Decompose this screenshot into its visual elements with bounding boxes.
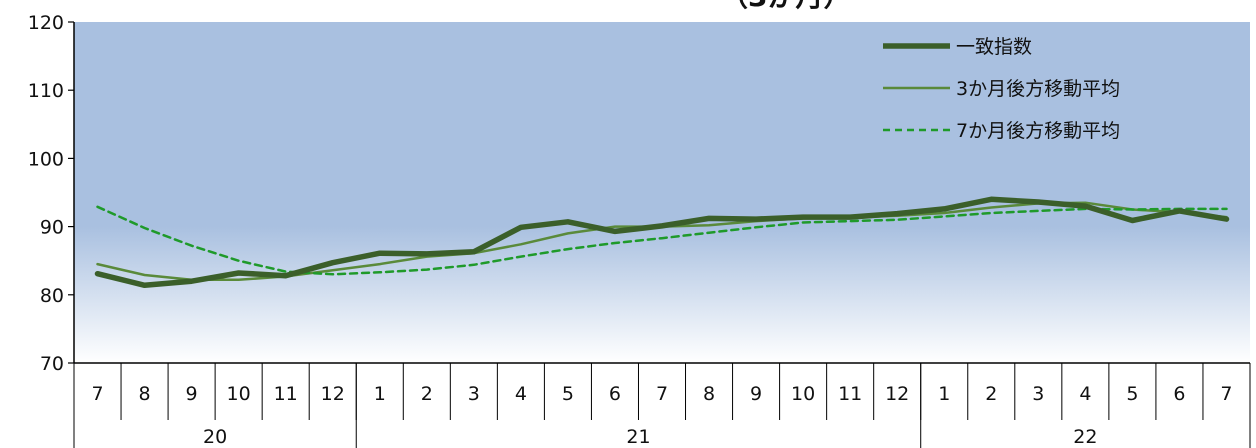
- x-tick-label: 5: [1126, 383, 1138, 405]
- legend: 一致指数 3か月後方移動平均 7か月後方移動平均: [883, 36, 1120, 142]
- x-tick-label: 10: [791, 383, 815, 405]
- series-line-3: [96, 205, 1228, 276]
- y-tick-label: 70: [40, 353, 64, 375]
- x-axis: 7 8 9 10 11 12 1 2 3 4 5 6 7 8 9 10 11 12 1 2 3 4 5 6 720 21 22: [73, 362, 1251, 448]
- y-tick-label: 90: [40, 217, 64, 239]
- x-tick-label: 12: [885, 383, 909, 405]
- year-label: 22: [1073, 426, 1097, 448]
- year-label: 20: [203, 426, 227, 448]
- x-tick-label: 4: [515, 383, 527, 405]
- series-line-1: [94, 196, 1230, 289]
- y-tick-label: 120: [28, 12, 64, 34]
- x-tick-label: 4: [1079, 383, 1091, 405]
- x-tick-label: 8: [139, 383, 151, 405]
- y-tick-label: 80: [40, 285, 64, 307]
- x-tick-label: 9: [186, 383, 198, 405]
- x-tick-label: 10: [227, 383, 251, 405]
- legend-label: 3か月後方移動平均: [956, 78, 1120, 100]
- x-tick-label: 11: [838, 383, 862, 405]
- legend-label: 一致指数: [956, 36, 1032, 58]
- x-tick-label: 1: [374, 383, 386, 405]
- y-axis: 70 80 90 100 110 120: [28, 12, 75, 375]
- x-tick-label: 8: [703, 383, 715, 405]
- x-tick-label: 5: [562, 383, 574, 405]
- plot-area: [74, 22, 1250, 363]
- year-label: 21: [626, 426, 650, 448]
- x-tick-label: 2: [985, 383, 997, 405]
- x-tick-label: 1: [938, 383, 950, 405]
- y-tick-label: 100: [28, 148, 64, 170]
- x-tick-label: 3: [468, 383, 480, 405]
- x-tick-label: 6: [609, 383, 621, 405]
- x-tick-label: 7: [656, 383, 668, 405]
- x-tick-label: 9: [750, 383, 762, 405]
- x-tick-label: 7: [91, 383, 103, 405]
- x-tick-label: 6: [1173, 383, 1185, 405]
- legend-label: 7か月後方移動平均: [956, 120, 1120, 142]
- x-tick-label: 2: [421, 383, 433, 405]
- x-tick-label: 12: [321, 383, 345, 405]
- series-group: [94, 196, 1230, 289]
- chart-title: （3か月）: [720, 0, 851, 13]
- y-tick-label: 110: [28, 80, 64, 102]
- x-tick-label: 7: [1220, 383, 1232, 405]
- x-tick-label: 3: [1032, 383, 1044, 405]
- x-tick-label: 11: [274, 383, 298, 405]
